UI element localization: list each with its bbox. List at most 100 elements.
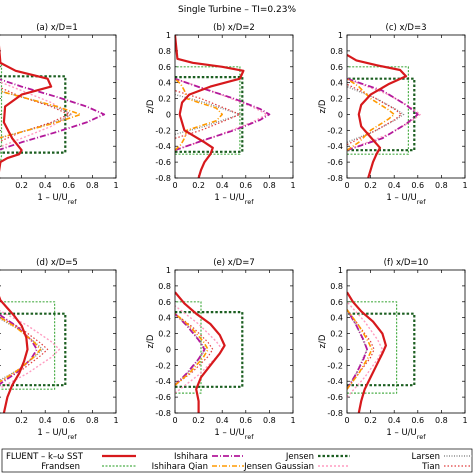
panel-4: (d) x/D=5 0.2 0.4 0.6 0.8 1 1 – U/Uref [0,258,119,441]
x-tick-label: 0 [172,181,177,190]
x-tick-label: 0.4 [39,416,52,425]
series-frandsen [347,66,409,155]
series-jensen [0,75,67,154]
x-tick-label: 0.6 [239,181,252,190]
series-jensen [175,311,244,388]
x-axis-label: 1 – U/Uref [37,193,77,206]
y-tick-label: -0.2 [327,361,343,370]
y-tick-label: 0.4 [158,79,171,88]
x-tick-label: 0.4 [388,416,401,425]
legend-label-jensen-gaussian: Jensen Gaussian [243,462,314,472]
x-tick-label: 0.2 [364,181,377,190]
legend-label-tian: Tian [421,462,440,472]
y-tick-label: 0 [338,345,343,354]
y-axis-label: z/D [146,334,156,348]
series-ishihara-qian [175,78,223,151]
series-larsen [0,90,72,139]
panel-6: (f) x/D=10 -0.8 -0.6 -0.4 -0.2 0 0.2 0.4 0.6 0.8 1… [318,258,468,441]
series-jensen [175,75,244,153]
y-tick-label: 1 [338,266,343,275]
x-tick-label: 0.6 [411,416,424,425]
x-tick-label: 0.8 [86,181,99,190]
x-tick-label: 0.8 [263,181,276,190]
series-jensen-gaussian [347,301,384,398]
y-tick-label: -0.2 [155,126,171,135]
series-fluent [175,35,245,178]
plot-frame [174,269,294,414]
y-tick-label: 0 [338,110,343,119]
x-tick-label: 0.2 [15,416,28,425]
series-tian [175,313,214,386]
series-ishihara [0,78,106,151]
legend-label-frandsen: Frandsen [41,462,80,472]
panel-title: (d) x/D=5 [36,258,78,268]
series-ishihara [175,77,271,152]
series-ishihara-qian [347,309,373,390]
plot-frame [0,34,117,179]
panels: (a) x/D=10.2 0.4 0.6 0.8 11 – U/Uref(b) x/D=… [0,23,468,441]
y-tick-label: 0.4 [158,314,171,323]
y-tick-label: 0.8 [158,47,171,56]
legend-label-jensen: Jensen [285,452,314,462]
series-frandsen [175,66,241,155]
y-tick-label: 0.2 [330,95,343,104]
x-tick-label: 1 [290,416,295,425]
y-tick-label: 0.2 [158,95,171,104]
y-tick-label: 0.6 [158,63,171,72]
y-tick-label: 1 [338,31,343,40]
y-tick-label: 0.8 [330,47,343,56]
series-fluent [175,291,226,413]
y-tick-label: -0.6 [327,393,343,402]
series-group [0,45,106,173]
x-tick-label: 0.4 [216,416,229,425]
y-tick-label: 1 [166,266,171,275]
y-tick-label: 0.4 [330,314,343,323]
x-tick-label: 0 [344,181,349,190]
series-tian [0,316,49,383]
x-tick-label: 0 [172,416,177,425]
x-axis-label: 1 – U/Uref [37,428,77,441]
x-tick-label: 1 [290,181,295,190]
panel-title: (e) x/D=7 [213,258,255,268]
y-tick-label: 0 [166,345,171,354]
y-tick-label: -0.8 [327,409,343,418]
x-axis-label: 1 – U/Uref [214,193,254,206]
y-tick-label: -0.6 [155,158,171,167]
legend-label-fluent: FLUENT – k–ω SST [6,452,84,462]
panel-title: (b) x/D=2 [213,23,255,33]
x-tick-label: 0.8 [435,416,448,425]
y-tick-label: 0.6 [158,298,171,307]
panel-title: (c) x/D=3 [386,23,427,33]
series-jensen-gaussian [175,78,268,151]
series-ishihara [347,309,369,390]
x-axis-label: 1 – U/Uref [214,428,254,441]
series-frandsen [175,301,202,394]
x-tick-label: 0.2 [364,416,377,425]
x-tick-label: 1 [462,416,467,425]
series-ishihara-qian [0,316,42,383]
series-fluent [0,296,29,413]
series-larsen [175,93,241,135]
panel-3: (c) x/D=3 -0.8 -0.6 -0.4 -0.2 0 0.2 0.4 0.6 0.8 1 0… [318,23,468,206]
y-tick-label: -0.6 [155,393,171,402]
series-group [175,291,244,413]
y-tick-label: -0.8 [155,174,171,183]
y-tick-label: -0.4 [327,377,343,386]
plot-frame [346,269,466,414]
y-tick-label: 1 [166,31,171,40]
x-tick-label: 0.4 [388,181,401,190]
y-tick-label: -0.2 [155,361,171,370]
series-tian [347,83,402,146]
series-jensen [347,312,416,387]
y-axis-label: z/D [318,99,328,113]
y-tick-label: -0.2 [327,126,343,135]
x-tick-label: 1 [113,416,118,425]
y-tick-label: 0 [166,110,171,119]
x-axis-label: 1 – U/Uref [386,428,426,441]
x-tick-label: 0.8 [263,416,276,425]
y-tick-label: 0.8 [330,282,343,291]
y-tick-label: 0.6 [330,298,343,307]
series-larsen [347,85,405,143]
